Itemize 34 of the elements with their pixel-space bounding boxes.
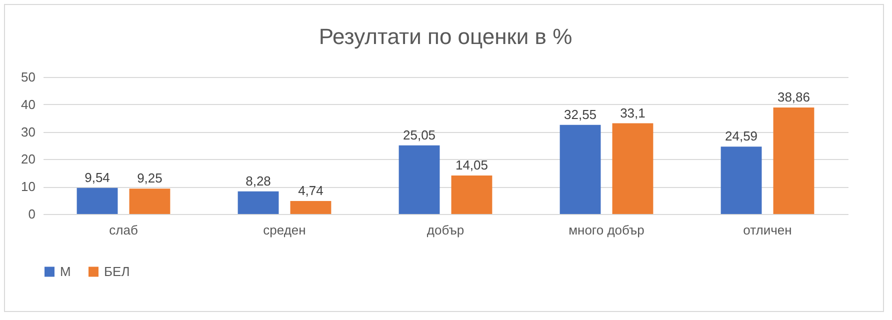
bar xyxy=(720,146,762,214)
y-tick-label: 10 xyxy=(21,179,36,194)
x-tick-label: добър xyxy=(426,222,464,238)
x-tick-label: среден xyxy=(263,222,306,238)
y-tick-label: 40 xyxy=(21,96,36,112)
data-label: 32,55 xyxy=(564,106,597,122)
y-tick-label: 30 xyxy=(21,124,36,140)
data-label: 9,54 xyxy=(84,170,110,185)
x-tick-label: отличен xyxy=(743,222,792,238)
bar xyxy=(398,145,440,214)
x-tick-label: слаб xyxy=(109,222,138,238)
x-tick-label: много добър xyxy=(568,222,644,238)
bar xyxy=(773,108,814,214)
legend-label: М xyxy=(60,264,71,279)
y-tick-label: 0 xyxy=(28,206,36,222)
bar xyxy=(451,176,492,214)
chart-title: Резултати по оценки в % xyxy=(318,24,572,49)
y-tick-label: 20 xyxy=(21,152,36,167)
bar xyxy=(238,191,279,214)
y-tick-label: 50 xyxy=(21,70,36,84)
bar xyxy=(560,124,601,214)
legend-label: БЕЛ xyxy=(104,264,130,279)
data-label: 8,28 xyxy=(246,173,271,188)
bar xyxy=(612,123,654,214)
data-label: 25,05 xyxy=(402,127,436,142)
data-label: 9,25 xyxy=(137,170,162,186)
data-label: 14,05 xyxy=(455,158,488,173)
data-label: 24,59 xyxy=(724,128,758,144)
bar xyxy=(129,188,170,214)
bar xyxy=(290,201,332,214)
data-label: 4,74 xyxy=(298,183,324,198)
data-label: 38,86 xyxy=(777,90,810,105)
data-label: 33,1 xyxy=(620,105,646,120)
bar xyxy=(76,188,118,214)
